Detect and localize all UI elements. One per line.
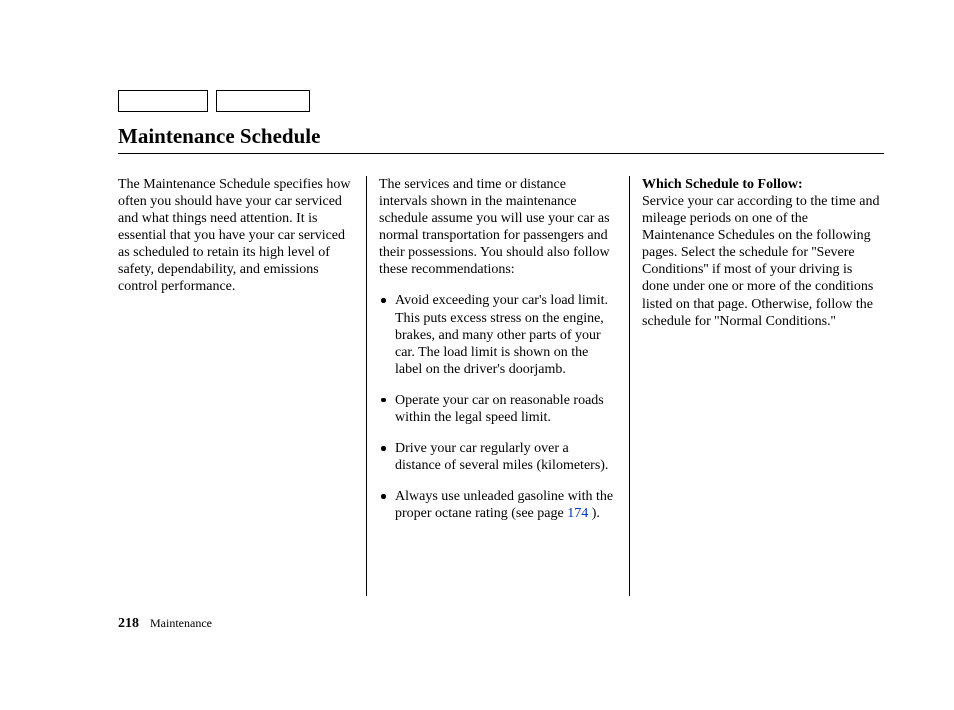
col3-paragraph: Which Schedule to Follow: Service your c… — [642, 176, 882, 330]
column-3: Which Schedule to Follow: Service your c… — [630, 176, 882, 596]
col3-heading: Which Schedule to Follow: — [642, 177, 803, 192]
page-number: 218 — [118, 616, 139, 631]
col2-intro: The services and time or distance interv… — [379, 176, 617, 278]
page-link-174[interactable]: 174 — [567, 506, 588, 521]
recommendations-list: Avoid exceeding your car's load limit. T… — [379, 292, 617, 522]
header-box-2 — [216, 90, 310, 112]
header-boxes — [118, 90, 884, 112]
list-item: Always use unleaded gasoline with the pr… — [379, 488, 617, 522]
header-box-1 — [118, 90, 208, 112]
list-item-tail: ). — [588, 506, 600, 521]
footer-section-label: Maintenance — [150, 616, 212, 630]
col1-paragraph: The Maintenance Schedule specifies how o… — [118, 176, 356, 296]
list-item: Avoid exceeding your car's load limit. T… — [379, 292, 617, 377]
column-2: The services and time or distance interv… — [367, 176, 629, 596]
manual-page: Maintenance Schedule The Maintenance Sch… — [0, 0, 954, 710]
list-item: Drive your car regularly over a distance… — [379, 440, 617, 474]
col3-body: Service your car according to the time a… — [642, 194, 880, 329]
page-footer: 218 Maintenance — [118, 616, 212, 632]
list-item: Operate your car on reasonable roads wit… — [379, 392, 617, 426]
column-1: The Maintenance Schedule specifies how o… — [118, 176, 366, 596]
content-columns: The Maintenance Schedule specifies how o… — [118, 176, 884, 596]
page-title: Maintenance Schedule — [118, 124, 884, 149]
title-rule — [118, 153, 884, 154]
